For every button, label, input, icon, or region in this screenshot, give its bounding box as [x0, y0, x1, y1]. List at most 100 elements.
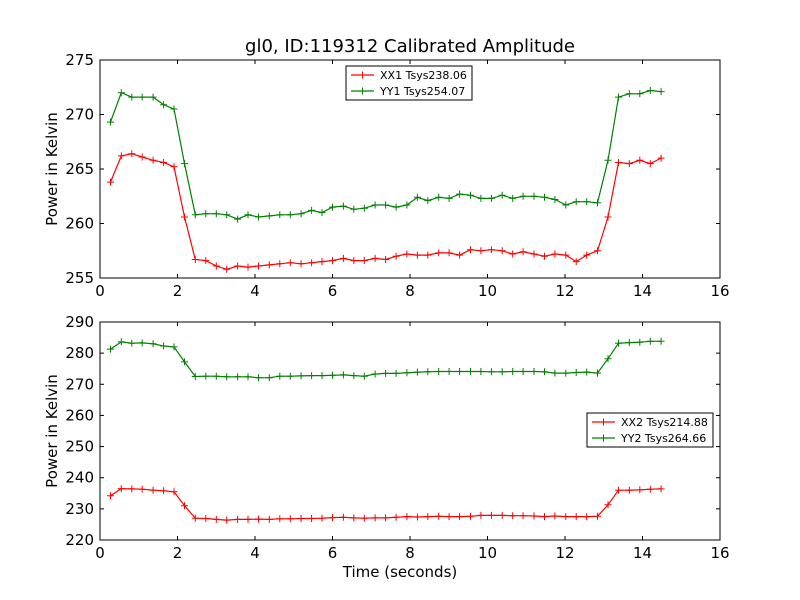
data-point [297, 515, 305, 522]
data-point [583, 513, 591, 521]
x-tick-label: 14 [633, 282, 652, 300]
data-point [541, 252, 548, 260]
data-point [657, 88, 665, 96]
x-tick-label: 12 [555, 282, 574, 300]
legend-marker [359, 71, 366, 79]
data-point [371, 201, 379, 209]
data-point [477, 368, 485, 375]
data-point [149, 486, 157, 494]
data-point [530, 512, 538, 520]
data-point [657, 485, 665, 493]
data-point [170, 105, 178, 113]
data-point [360, 514, 368, 522]
data-point [276, 515, 284, 523]
data-point [360, 257, 368, 265]
data-point [138, 485, 146, 493]
data-point [255, 515, 262, 523]
data-point [234, 262, 242, 270]
data-point [117, 338, 125, 346]
x-tick-label: 6 [328, 544, 338, 562]
data-point [541, 368, 548, 376]
data-point [181, 213, 188, 221]
data-point [308, 515, 316, 522]
y-tick-label: 230 [65, 500, 94, 518]
y-tick-label: 260 [65, 406, 94, 424]
data-point [509, 194, 517, 202]
data-point [202, 515, 210, 522]
data-point [583, 368, 591, 376]
series-markers-2 [107, 337, 665, 382]
data-point [646, 485, 654, 493]
data-point [615, 339, 622, 347]
series-markers-1 [107, 485, 665, 524]
data-point [646, 87, 654, 94]
x-tick-label: 16 [710, 544, 729, 562]
data-point [244, 263, 252, 271]
y-tick-label: 240 [65, 469, 94, 487]
data-point [403, 513, 411, 521]
data-point [562, 369, 570, 377]
legend: XX2 Tsys214.88 YY2 Tsys264.66 [586, 412, 714, 448]
data-point [594, 369, 601, 377]
data-point [625, 486, 633, 494]
data-point [424, 197, 432, 205]
data-point [625, 160, 633, 168]
data-point [181, 160, 188, 168]
legend-label-2: YY2 Tsys264.66 [620, 432, 706, 445]
data-point [128, 339, 136, 347]
data-point [181, 502, 188, 510]
data-point [382, 369, 390, 377]
data-point [128, 150, 136, 158]
data-point [413, 513, 421, 521]
data-point [138, 93, 146, 101]
data-point [107, 345, 114, 353]
data-point [276, 260, 284, 268]
data-point [202, 372, 210, 380]
data-point [107, 178, 114, 186]
data-point [509, 368, 517, 375]
data-point [339, 202, 347, 210]
data-point [435, 512, 443, 520]
data-point [530, 192, 538, 200]
data-point [212, 210, 220, 218]
data-point [160, 159, 168, 166]
data-point [191, 514, 199, 522]
data-point [456, 368, 464, 375]
data-point [562, 201, 570, 209]
data-point [212, 515, 220, 523]
data-point [636, 486, 644, 494]
y-tick-label: 265 [65, 160, 94, 178]
data-point [572, 258, 580, 266]
data-point [360, 204, 368, 212]
data-point [308, 372, 316, 380]
data-point [339, 513, 347, 521]
y-tick-label: 280 [65, 344, 94, 362]
data-point [562, 513, 570, 521]
data-point [646, 337, 654, 345]
data-point [286, 259, 294, 267]
data-point [234, 215, 242, 223]
data-point [445, 368, 453, 375]
data-point [244, 373, 252, 381]
data-point [329, 514, 336, 522]
data-point [445, 194, 453, 202]
y-tick-label: 250 [65, 438, 94, 456]
data-point [413, 251, 421, 259]
y-tick-label: 260 [65, 215, 94, 233]
data-point [350, 514, 358, 522]
data-point [297, 372, 305, 380]
data-point [636, 90, 644, 98]
data-point [360, 372, 368, 380]
data-point [128, 485, 136, 493]
data-point [191, 211, 199, 219]
data-point [424, 368, 432, 376]
data-point [286, 211, 294, 219]
data-point [456, 251, 464, 259]
data-point [594, 512, 601, 520]
data-point [572, 198, 580, 206]
data-point [371, 370, 379, 378]
data-point [519, 512, 527, 520]
data-point [223, 265, 231, 273]
data-point [487, 194, 495, 202]
data-point [223, 211, 231, 219]
